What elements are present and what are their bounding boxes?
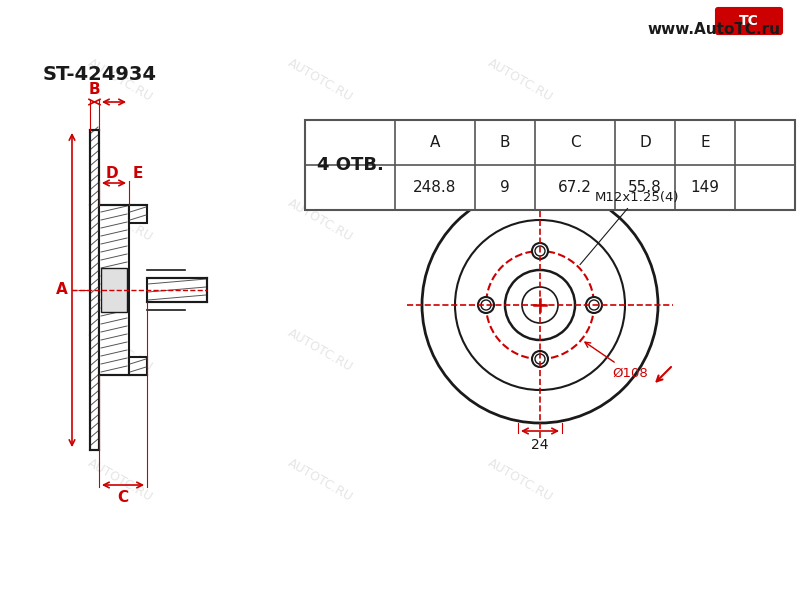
Text: 24: 24 <box>531 438 549 452</box>
Text: Ø108: Ø108 <box>585 342 648 379</box>
Circle shape <box>422 187 658 423</box>
Circle shape <box>522 287 558 323</box>
Text: ST-424934: ST-424934 <box>43 65 157 85</box>
Text: 149: 149 <box>690 180 719 195</box>
Circle shape <box>532 243 548 259</box>
Circle shape <box>589 300 599 310</box>
Text: AUTOTC.RU: AUTOTC.RU <box>485 326 555 374</box>
Text: AUTOTC.RU: AUTOTC.RU <box>485 196 555 244</box>
Text: B: B <box>89 82 100 97</box>
Text: 67.2: 67.2 <box>558 180 592 195</box>
Bar <box>90 130 99 450</box>
Text: C: C <box>570 135 580 150</box>
Text: AUTOTC.RU: AUTOTC.RU <box>485 456 555 504</box>
Circle shape <box>535 246 545 256</box>
Bar <box>129 357 147 375</box>
Text: TC: TC <box>739 14 759 28</box>
Text: 9: 9 <box>500 180 510 195</box>
Bar <box>129 205 147 223</box>
Bar <box>99 205 129 375</box>
FancyBboxPatch shape <box>716 8 782 34</box>
Text: www.AutoTC.ru: www.AutoTC.ru <box>647 22 780 37</box>
Circle shape <box>478 297 494 313</box>
Circle shape <box>586 297 602 313</box>
Text: AUTOTC.RU: AUTOTC.RU <box>85 196 155 244</box>
Text: AUTOTC.RU: AUTOTC.RU <box>85 326 155 374</box>
Text: AUTOTC.RU: AUTOTC.RU <box>285 196 355 244</box>
Text: M12x1.25(4): M12x1.25(4) <box>580 191 679 265</box>
Text: 55.8: 55.8 <box>628 180 662 195</box>
Text: D: D <box>106 166 118 181</box>
Bar <box>101 268 127 312</box>
Bar <box>147 278 207 302</box>
Text: E: E <box>700 135 710 150</box>
Circle shape <box>532 351 548 367</box>
Text: AUTOTC.RU: AUTOTC.RU <box>285 456 355 504</box>
Text: B: B <box>500 135 510 150</box>
Text: 248.8: 248.8 <box>414 180 457 195</box>
Circle shape <box>505 270 575 340</box>
Text: A: A <box>56 283 68 298</box>
Circle shape <box>455 220 625 390</box>
Text: E: E <box>133 166 143 181</box>
Circle shape <box>535 354 545 364</box>
Text: C: C <box>118 491 129 505</box>
Circle shape <box>481 300 491 310</box>
Text: 4 ОТВ.: 4 ОТВ. <box>317 156 383 174</box>
Bar <box>305 120 795 210</box>
Text: AUTOTC.RU: AUTOTC.RU <box>285 56 355 104</box>
Text: AUTOTC.RU: AUTOTC.RU <box>285 326 355 374</box>
Text: AUTOTC.RU: AUTOTC.RU <box>85 456 155 504</box>
Text: AUTOTC.RU: AUTOTC.RU <box>485 56 555 104</box>
Text: D: D <box>639 135 651 150</box>
Text: A: A <box>430 135 440 150</box>
Text: AUTOTC.RU: AUTOTC.RU <box>85 56 155 104</box>
